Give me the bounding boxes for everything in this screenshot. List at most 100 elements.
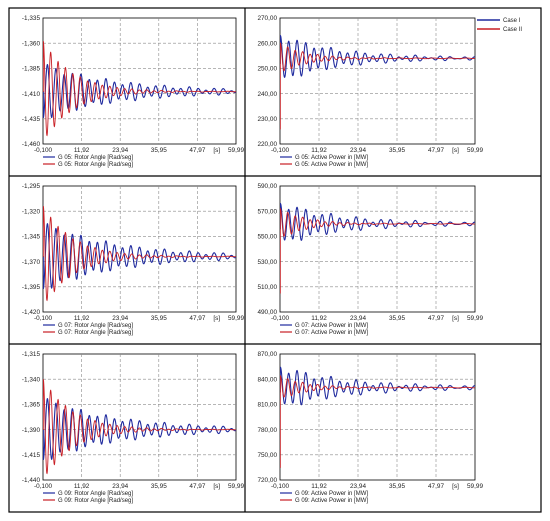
y-tick-label: 810,00	[257, 402, 277, 409]
y-tick-label: 840,00	[257, 376, 277, 383]
y-tick-label: -1,385	[22, 66, 41, 73]
panel-legend-label: G 07: Rotor Angle [Rad/seg]	[58, 330, 133, 336]
y-tick-label: -1,420	[22, 309, 41, 316]
panel-G05-rotor-angle: -1,335 -1,360 -1,385 -1,410 -1,435 -1,460-0,1…	[22, 15, 245, 168]
x-tick-label: 35,95	[389, 315, 405, 322]
y-tick-label: 780,00	[257, 427, 277, 434]
x-tick-label: 59,99	[467, 147, 483, 154]
x-tick-label: 23,94	[112, 315, 128, 322]
x-axis-unit: [s]	[452, 315, 459, 322]
x-tick-label: 59,99	[467, 483, 483, 490]
x-tick-label: 35,95	[151, 147, 167, 154]
x-tick-label: 35,95	[389, 147, 405, 154]
y-tick-label: -1,440	[22, 477, 41, 484]
panel-G07-rotor-angle: -1,295 -1,320 -1,345 -1,370 -1,395 -1,420-0,1…	[22, 183, 245, 336]
series-line-case-2	[43, 379, 236, 475]
y-tick-label: -1,295	[22, 183, 41, 190]
series-line-case-2	[280, 207, 475, 294]
y-tick-label: -1,390	[22, 427, 41, 434]
y-tick-label: -1,335	[22, 15, 41, 22]
x-axis-unit: [s]	[213, 315, 220, 322]
y-tick-label: -1,370	[22, 259, 41, 266]
panel-G09-active-power: 870,00 840,00 810,00 780,00 750,00 720,00-0,1…	[257, 351, 483, 504]
panel-legend-label: G 05: Rotor Angle [Rad/seg]	[58, 162, 133, 168]
x-tick-label: -0,100	[34, 147, 53, 154]
x-tick-label: 11,92	[311, 147, 327, 154]
y-tick-label: -1,360	[22, 40, 41, 47]
plot-area	[42, 353, 237, 481]
panel-legend-label: G 05: Active Power in [MW]	[295, 162, 368, 168]
x-tick-label: 23,94	[350, 315, 366, 322]
panel-legend-label: G 09: Active Power in [MW]	[295, 491, 368, 497]
x-axis-unit: [s]	[452, 483, 459, 490]
panel-legend-label: G 05: Active Power in [MW]	[295, 155, 368, 161]
y-tick-label: 870,00	[257, 351, 277, 358]
x-tick-label: 47,97	[428, 147, 444, 154]
x-tick-label: 35,95	[151, 315, 167, 322]
plot-area	[279, 353, 476, 481]
figure-legend-label: Case II	[503, 27, 522, 33]
y-tick-label: 260,00	[257, 40, 277, 47]
y-tick-label: -1,320	[22, 208, 41, 215]
x-tick-label: 11,92	[74, 147, 90, 154]
x-tick-label: -0,100	[34, 315, 53, 322]
series-line-case-1	[280, 202, 475, 241]
y-tick-label: 530,00	[257, 259, 277, 266]
panel-G05-active-power: 270,00 260,00 250,00 240,00 230,00 220,00-0,1…	[257, 15, 483, 168]
y-tick-label: 550,00	[257, 234, 277, 241]
panel-legend-label: G 09: Rotor Angle [Rad/seg]	[58, 498, 133, 504]
series-line-case-2	[280, 42, 475, 130]
y-tick-label: 490,00	[257, 309, 277, 316]
x-tick-label: 59,99	[467, 315, 483, 322]
y-tick-label: 510,00	[257, 284, 277, 291]
y-tick-label: 720,00	[257, 477, 277, 484]
x-tick-label: 47,97	[189, 315, 205, 322]
x-axis-unit: [s]	[213, 483, 220, 490]
panel-legend-label: G 09: Rotor Angle [Rad/seg]	[58, 491, 133, 497]
x-tick-label: 23,94	[350, 147, 366, 154]
y-tick-label: -1,410	[22, 91, 41, 98]
x-tick-label: 35,95	[151, 483, 167, 490]
panels: -1,335-1,360-1,385-1,410-1,435-1,460-0,1…	[22, 15, 484, 504]
y-tick-label: 250,00	[257, 66, 277, 73]
panel-G09-rotor-angle: -1,315 -1,340 -1,365 -1,390 -1,415 -1,440-0,1…	[22, 351, 245, 504]
x-tick-label: -0,100	[271, 315, 290, 322]
x-tick-label: 35,95	[389, 483, 405, 490]
x-tick-label: 47,97	[189, 483, 205, 490]
x-tick-label: 23,94	[112, 483, 128, 490]
y-tick-label: 590,00	[257, 183, 277, 190]
series-line-case-2	[43, 41, 236, 137]
series-line-case-2	[280, 374, 475, 468]
series-line-case-2	[43, 206, 236, 302]
x-tick-label: 23,94	[112, 147, 128, 154]
y-tick-label: -1,395	[22, 284, 41, 291]
x-axis-unit: [s]	[213, 147, 220, 154]
x-tick-label: 11,92	[74, 315, 90, 322]
x-tick-label: -0,100	[271, 483, 290, 490]
y-tick-label: -1,460	[22, 141, 41, 148]
y-tick-label: -1,435	[22, 116, 41, 123]
x-tick-label: 11,92	[311, 315, 327, 322]
x-axis-unit: [s]	[452, 147, 459, 154]
panel-G07-active-power: 590,00 570,00 550,00 530,00 510,00 490,00-0,1…	[257, 183, 483, 336]
y-tick-label: -1,415	[22, 452, 41, 459]
x-tick-label: 59,99	[228, 315, 244, 322]
series-line-case-1	[280, 35, 475, 78]
plot-area	[42, 17, 237, 145]
x-tick-label: 47,97	[189, 147, 205, 154]
y-tick-label: 570,00	[257, 208, 277, 215]
panel-legend-label: G 09: Active Power in [MW]	[295, 498, 368, 504]
series-line-case-1	[280, 366, 475, 406]
y-tick-label: -1,345	[22, 234, 41, 241]
x-tick-label: -0,100	[34, 483, 53, 490]
plot-area	[279, 185, 476, 313]
y-tick-label: 240,00	[257, 91, 277, 98]
y-tick-label: 230,00	[257, 116, 277, 123]
y-tick-label: -1,315	[22, 351, 41, 358]
figure-legend-label: Case I	[503, 18, 521, 24]
y-tick-label: -1,340	[22, 376, 41, 383]
y-tick-label: 220,00	[257, 141, 277, 148]
figure-legend: Case I Case II	[477, 18, 522, 33]
